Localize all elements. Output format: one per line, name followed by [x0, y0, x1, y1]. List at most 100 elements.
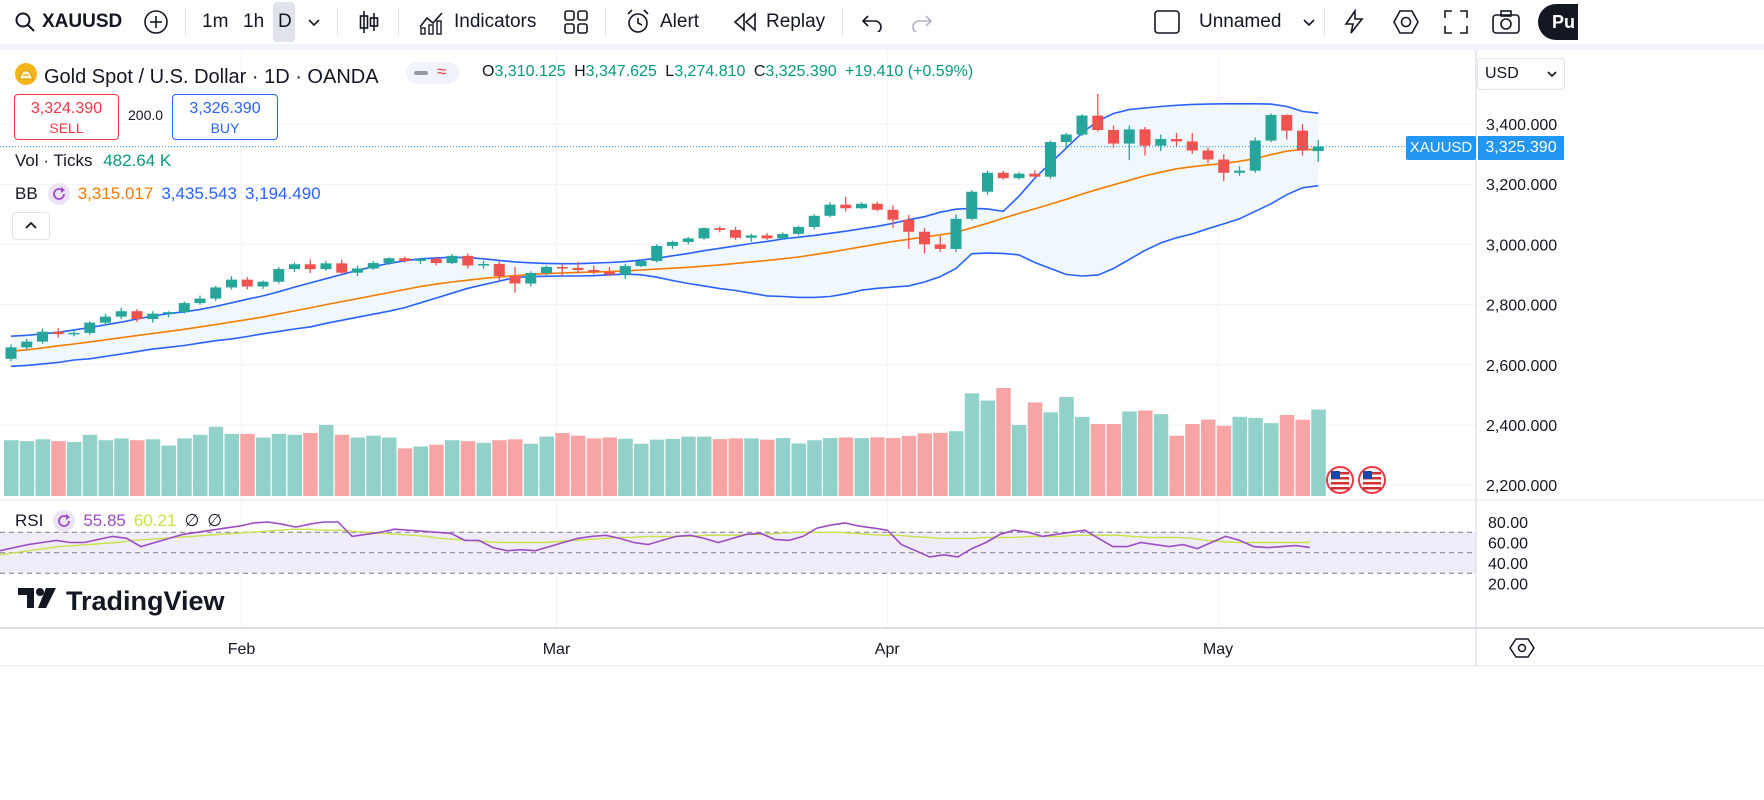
compare-symbol-button[interactable]	[143, 0, 169, 44]
volume-bar	[1090, 424, 1106, 496]
us-flag-icon[interactable]	[1326, 466, 1354, 494]
bb-upper-value: 3,435.543	[161, 184, 237, 203]
candle-body	[1186, 141, 1198, 151]
market-closed-icon	[414, 71, 428, 75]
candle-body	[950, 218, 962, 249]
volume-bar	[177, 438, 192, 496]
candle-body	[68, 332, 80, 335]
rsi-legend[interactable]: RSI 55.85 60.21 ∅ ∅	[15, 510, 222, 532]
volume-bar	[1295, 419, 1310, 496]
interval-1h-button[interactable]: 1h	[243, 11, 265, 32]
interval-d-button[interactable]: D	[278, 11, 292, 32]
rsi-tick-label: 80.00	[1488, 515, 1528, 532]
volume-bar	[4, 440, 19, 496]
gold-coin-icon	[14, 62, 38, 92]
fullscreen-button[interactable]	[1443, 0, 1469, 44]
volume-bar	[870, 437, 885, 496]
candle-body	[903, 219, 915, 232]
price-tick-label: 2,600.000	[1486, 358, 1557, 375]
redo-button[interactable]	[910, 0, 934, 44]
volume-bar	[334, 434, 350, 496]
volume-bar	[681, 436, 696, 496]
refresh-icon[interactable]	[53, 510, 76, 532]
alert-button[interactable]: Alert	[624, 0, 699, 44]
volume-bar	[602, 437, 617, 496]
close-label: C	[753, 63, 766, 80]
rsi-tick-label: 60.00	[1488, 536, 1528, 553]
settings-button[interactable]	[1392, 0, 1420, 44]
collapse-legend-button[interactable]	[12, 212, 50, 240]
indicators-button[interactable]: Indicators	[418, 0, 536, 44]
symbol-search-button[interactable]: XAUUSD	[14, 0, 122, 44]
interval-dropdown-button[interactable]	[306, 0, 322, 44]
candle-body	[273, 269, 285, 282]
delayed-data-icon: ≈	[437, 62, 447, 81]
candle-body	[556, 266, 568, 269]
currency-select[interactable]: USD	[1477, 58, 1565, 90]
candle-body	[178, 303, 190, 313]
tradingview-mark-icon	[18, 586, 60, 617]
volume-bar	[460, 441, 476, 496]
volume-bar	[1264, 423, 1279, 496]
publish-button[interactable]: Pu	[1538, 0, 1578, 44]
templates-button[interactable]	[563, 0, 589, 44]
interval-selected-highlight	[273, 2, 295, 42]
sell-button[interactable]: 3,324.390 SELL	[14, 94, 119, 140]
candle-body	[289, 264, 300, 270]
bb-basis-value: 3,315.017	[77, 184, 154, 203]
time-axis[interactable]: Feb Mar Apr May	[228, 641, 1233, 658]
bb-legend[interactable]: BB 3,315.017 3,435.543 3,194.490	[15, 183, 321, 205]
toolbar-divider	[1324, 8, 1325, 36]
chart-settings-icon[interactable]	[1509, 638, 1535, 658]
time-tick-label: Feb	[228, 641, 256, 658]
symbol-legend[interactable]: Gold Spot / U.S. Dollar · 1D · OANDA	[14, 62, 379, 92]
bb-band-fill	[11, 103, 1319, 367]
rsi-tick-label: 20.00	[1488, 577, 1528, 594]
rsi-ma-line	[0, 528, 1310, 556]
publish-label: Pu	[1538, 4, 1578, 40]
volume-indicator-name: Vol · Ticks	[15, 151, 93, 170]
rsi-value: 55.85	[83, 511, 126, 530]
buy-button[interactable]: 3,326.390 BUY	[172, 94, 278, 140]
us-flag-icon[interactable]	[1358, 466, 1386, 494]
candle-body	[336, 263, 348, 273]
interval-1m-button[interactable]: 1m	[202, 11, 229, 32]
volume-bar	[1153, 414, 1169, 496]
replay-button[interactable]: Replay	[732, 0, 825, 44]
gear-hexagon-icon	[1392, 8, 1420, 36]
candle-body	[777, 233, 789, 239]
chart-type-button[interactable]	[357, 0, 381, 44]
volume-bar	[1169, 435, 1184, 496]
alert-label: Alert	[660, 11, 700, 32]
candle-body	[100, 316, 111, 323]
tradingview-logo[interactable]: TradingView	[18, 586, 225, 617]
candle-body	[824, 204, 836, 216]
candle-body	[509, 276, 521, 284]
rsi-line	[0, 521, 1311, 558]
layout-button[interactable]: Unnamed	[1153, 0, 1317, 44]
legend-status-pill[interactable]: ≈	[406, 62, 459, 84]
lightning-icon	[1341, 9, 1367, 35]
volume-bar	[1106, 424, 1121, 496]
rsi-ma-value: 60.21	[133, 511, 177, 530]
quick-search-button[interactable]	[1341, 0, 1367, 44]
candles	[5, 93, 1324, 362]
undo-button[interactable]	[860, 0, 884, 44]
candle-body	[304, 264, 316, 270]
candle-body	[1202, 150, 1214, 160]
refresh-icon[interactable]	[47, 183, 70, 205]
candle-body	[934, 244, 946, 249]
candle-body	[478, 263, 489, 266]
close-value: 3,325.390	[765, 63, 837, 80]
volume-bar	[1185, 424, 1200, 496]
volume-legend[interactable]: Vol · Ticks 482.64 K	[15, 151, 171, 171]
candle-body	[1171, 139, 1182, 142]
candle-body	[37, 331, 48, 342]
volume-bar	[1138, 410, 1153, 496]
volume-bar	[271, 433, 287, 496]
price-axis[interactable]: 3,400.000 3,200.000 3,000.000 2,800.000 2,60…	[1486, 117, 1557, 495]
snapshot-button[interactable]	[1491, 0, 1521, 44]
candle-body	[1249, 140, 1261, 171]
rsi-axis[interactable]: 80.00 60.00 40.00 20.00	[1488, 515, 1528, 594]
toolbar-divider	[842, 8, 843, 36]
